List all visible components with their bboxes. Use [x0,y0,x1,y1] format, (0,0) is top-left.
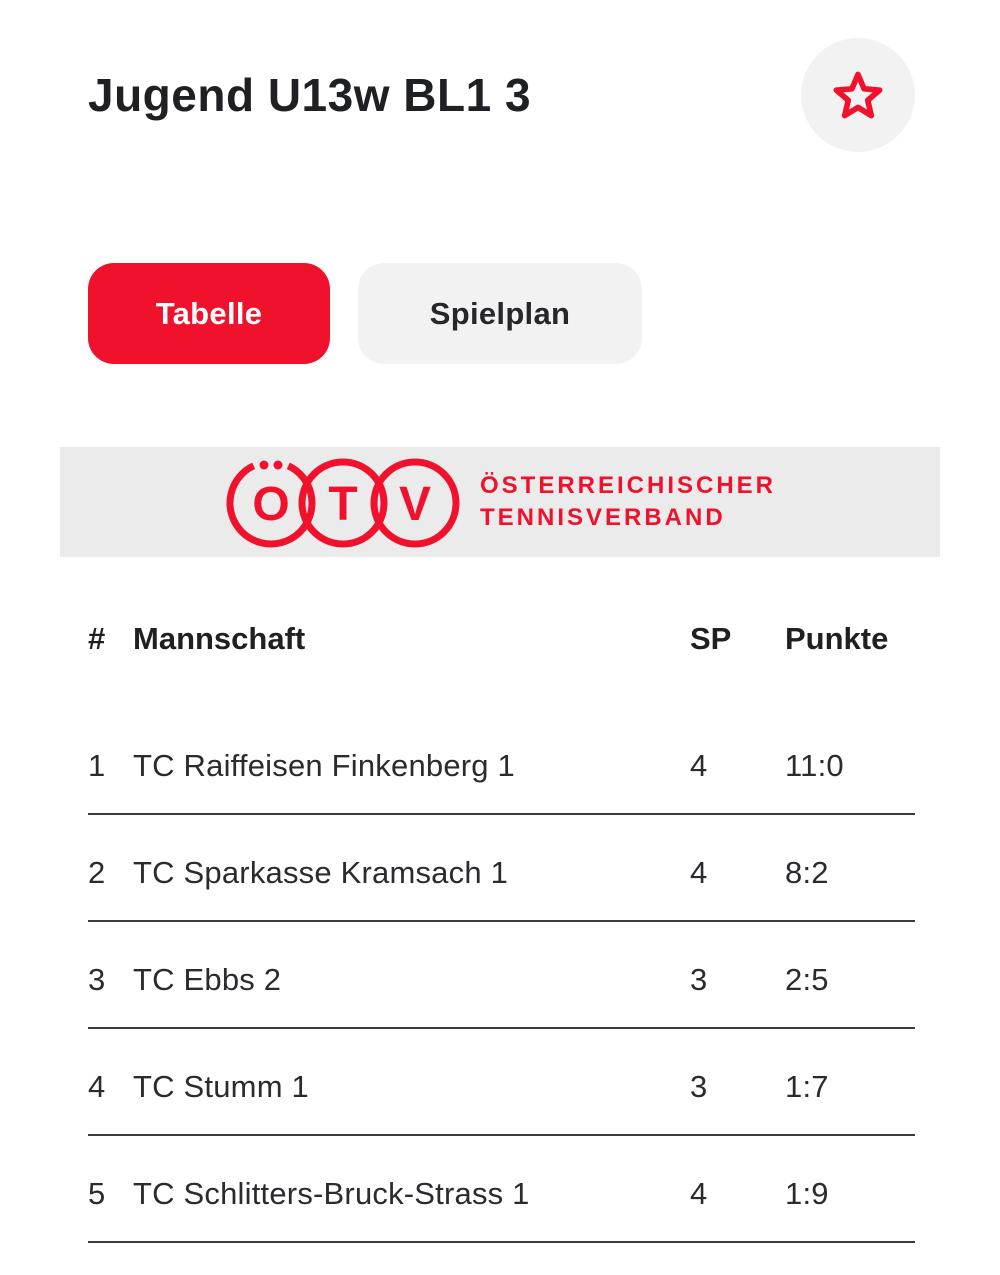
table-row[interactable]: 4 TC Stumm 1 3 1:7 [88,1029,915,1136]
otv-banner: O T V ÖSTERREICHISCHER TENNISVERBAND [60,447,940,557]
tab-spielplan[interactable]: Spielplan [358,263,642,364]
sp-cell: 3 [690,1068,708,1104]
tab-tabelle[interactable]: Tabelle [88,263,330,364]
punkte-cell: 8:2 [785,854,829,890]
tab-bar: Tabelle Spielplan [88,263,915,364]
punkte-cell: 11:0 [785,747,844,783]
table-row[interactable]: 2 TC Sparkasse Kramsach 1 4 8:2 [88,815,915,922]
table-row[interactable]: 3 TC Ebbs 2 3 2:5 [88,922,915,1029]
team-cell: TC Ebbs 2 [133,961,282,997]
sp-cell: 3 [690,961,708,997]
sp-cell: 4 [690,854,708,890]
sp-cell: 4 [690,1175,708,1211]
org-name-line1: ÖSTERREICHISCHER [479,472,777,499]
team-cell: TC Raiffeisen Finkenberg 1 [133,747,515,783]
rank-cell: 2 [88,854,106,890]
logo-letter-v: V [399,478,431,531]
rank-cell: 4 [88,1068,106,1104]
star-icon [833,71,883,119]
table-body: 1 TC Raiffeisen Finkenberg 1 4 11:0 2 TC… [88,708,915,1243]
sp-cell: 4 [690,747,708,783]
team-cell: TC Stumm 1 [133,1068,309,1104]
rank-cell: 5 [88,1175,106,1211]
punkte-cell: 1:9 [785,1175,829,1211]
topbar: Jugend U13w BL1 3 [88,0,915,152]
otv-logo-icon: O T V [226,458,460,548]
rank-cell: 3 [88,961,106,997]
rank-cell: 1 [88,747,106,783]
team-cell: TC Schlitters-Bruck-Strass 1 [133,1175,530,1211]
org-name-line2: TENNISVERBAND [479,504,726,531]
table-row[interactable]: 1 TC Raiffeisen Finkenberg 1 4 11:0 [88,708,915,815]
team-cell: TC Sparkasse Kramsach 1 [133,854,509,890]
logo-letter-o: O [252,478,289,531]
page-title: Jugend U13w BL1 3 [88,69,532,121]
col-team: Mannschaft [133,621,306,656]
table-header: # Mannschaft SP Punkte [88,619,915,659]
punkte-cell: 2:5 [785,961,829,997]
league-page: Jugend U13w BL1 3 Tabelle Spielplan O T … [60,0,940,1243]
favorite-button[interactable] [801,38,915,152]
col-sp: SP [690,621,732,656]
col-punkte: Punkte [785,621,889,656]
logo-letter-t: T [328,478,357,531]
punkte-cell: 1:7 [785,1068,829,1104]
col-rank: # [88,621,106,656]
table-row[interactable]: 5 TC Schlitters-Bruck-Strass 1 4 1:9 [88,1136,915,1243]
standings-table: # Mannschaft SP Punkte 1 TC Raiffeisen F… [88,619,915,1243]
org-name: ÖSTERREICHISCHER TENNISVERBAND [480,470,776,534]
